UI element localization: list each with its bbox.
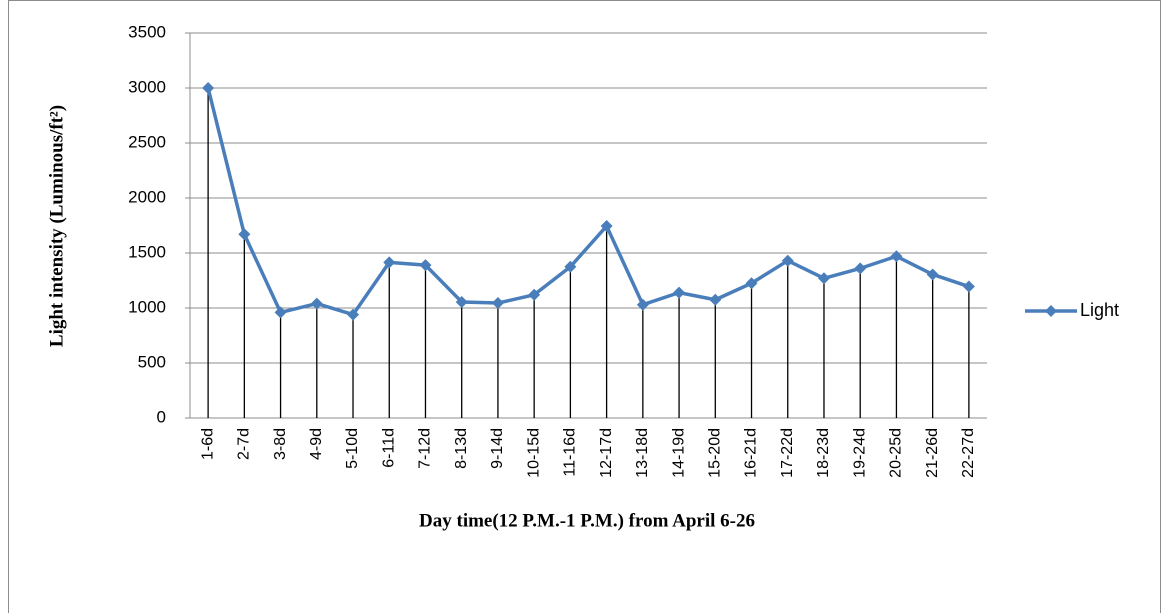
- data-marker: [926, 268, 939, 281]
- x-tick-label: 5-10d: [344, 428, 361, 469]
- x-tick-label: 15-20d: [707, 428, 724, 478]
- y-tick-label: 1000: [128, 297, 166, 316]
- x-tick-label: 17-22d: [779, 428, 796, 478]
- data-marker: [202, 82, 215, 94]
- y-tick-label: 3000: [128, 77, 166, 96]
- y-tick-label: 0: [157, 407, 166, 426]
- x-tick-label: 21-26d: [924, 428, 941, 478]
- data-marker: [854, 262, 867, 275]
- data-marker: [673, 286, 686, 299]
- data-marker: [383, 256, 396, 269]
- x-tick-label: 22-27d: [960, 428, 977, 478]
- x-tick-label: 2-7d: [236, 428, 253, 460]
- x-tick-label: 13-18d: [634, 428, 651, 478]
- data-marker: [564, 260, 577, 273]
- y-tick-label: 2500: [128, 132, 166, 151]
- data-marker: [310, 297, 323, 310]
- x-axis-title: Day time(12 P.M.-1 P.M.) from April 6-26: [419, 510, 755, 531]
- data-marker: [491, 297, 504, 310]
- x-tick-label: 4-9d: [308, 428, 325, 460]
- x-tick-label: 18-23d: [815, 428, 832, 478]
- x-tick-label: 1-6d: [199, 428, 216, 460]
- data-marker: [347, 308, 360, 321]
- data-line: [206, 87, 970, 317]
- x-tick-label: 3-8d: [272, 428, 289, 460]
- x-tick-label: 7-12d: [417, 428, 434, 469]
- data-marker: [274, 306, 287, 319]
- x-tick-label: 6-11d: [380, 428, 397, 468]
- x-tick-label: 20-25d: [888, 428, 905, 478]
- data-marker: [238, 228, 251, 241]
- x-tick-label: 9-14d: [489, 428, 506, 469]
- legend-label: Light: [1080, 300, 1119, 320]
- y-tick-label: 2000: [128, 187, 166, 206]
- data-marker: [600, 220, 613, 233]
- y-tick-label: 3500: [128, 22, 166, 41]
- y-tick-label: 500: [138, 352, 166, 371]
- legend-marker: [1045, 305, 1057, 317]
- data-marker: [455, 295, 468, 308]
- x-tick-label: 10-15d: [525, 428, 542, 478]
- data-marker: [709, 293, 722, 306]
- x-tick-label: 12-17d: [598, 428, 615, 478]
- y-tick-label: 1500: [128, 242, 166, 261]
- y-axis-title: Light intensity (Luminous/ft²): [46, 105, 67, 347]
- x-tick-label: 8-13d: [453, 428, 470, 469]
- data-marker: [419, 259, 432, 272]
- x-tick-label: 16-21d: [743, 428, 760, 478]
- data-marker: [528, 288, 541, 301]
- data-marker: [962, 280, 975, 293]
- data-marker: [817, 272, 830, 285]
- data-marker: [636, 298, 649, 311]
- x-tick-label: 11-16d: [562, 428, 579, 477]
- data-marker: [890, 250, 903, 263]
- x-tick-label: 14-19d: [670, 428, 687, 478]
- x-tick-label: 19-24d: [851, 428, 868, 478]
- chart-frame: [8, 0, 1161, 613]
- data-marker: [745, 277, 758, 290]
- data-marker: [781, 254, 794, 267]
